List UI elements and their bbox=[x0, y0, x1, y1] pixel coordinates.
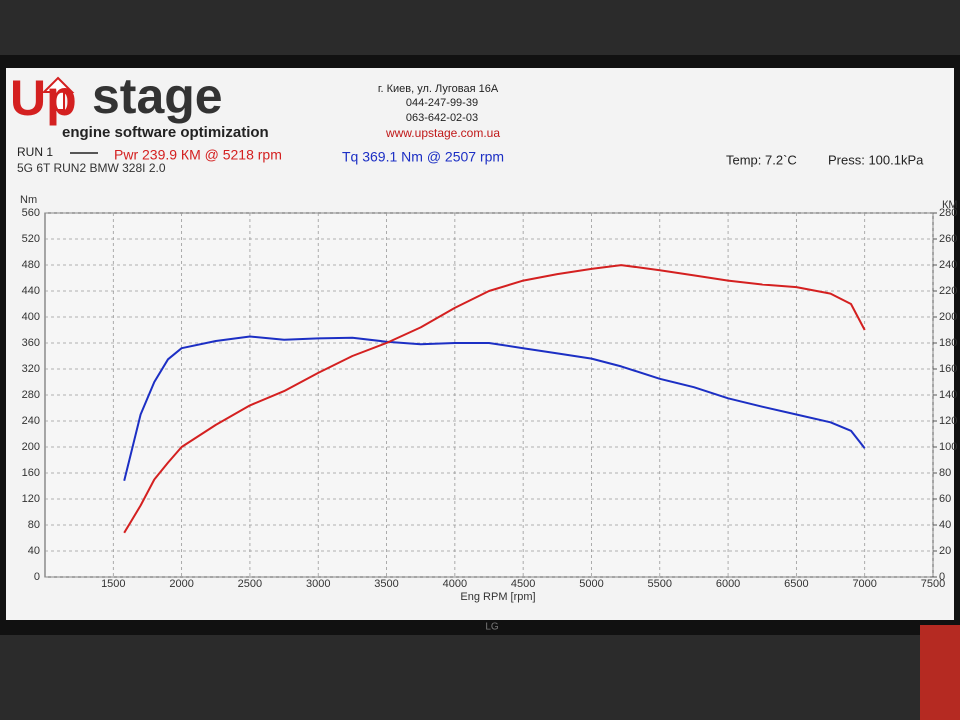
run-label: RUN 1 bbox=[17, 145, 53, 159]
logo-arrow bbox=[41, 76, 75, 111]
y2-tick-label: 160 bbox=[939, 363, 957, 375]
y-tick-label: 240 bbox=[22, 415, 40, 427]
vehicle: 5G 6T RUN2 BMW 328I 2.0 bbox=[17, 161, 166, 175]
x-tick-label: 4000 bbox=[443, 578, 467, 590]
y2-tick-label: 20 bbox=[939, 545, 951, 557]
y-tick-label: 440 bbox=[22, 285, 40, 297]
phone: 044-247-99-39 bbox=[406, 97, 478, 109]
series-line bbox=[123, 335, 866, 482]
y2-tick-label: 0 bbox=[939, 571, 945, 583]
y2-tick-label: 200 bbox=[939, 311, 957, 323]
y2-tick-label: 120 bbox=[939, 415, 957, 427]
logo-accent: Up bbox=[10, 70, 77, 126]
x-tick-label: 5500 bbox=[648, 578, 672, 590]
x-tick-label: 3000 bbox=[306, 578, 330, 590]
y2-tick-label: 40 bbox=[939, 519, 951, 531]
y2-axis-label: КМ bbox=[942, 199, 958, 211]
monitor-brand: LG bbox=[485, 622, 499, 633]
x-tick-label: 3500 bbox=[374, 578, 398, 590]
y2-tick-label: 60 bbox=[939, 493, 951, 505]
logo-main: stage bbox=[92, 68, 223, 124]
series-line bbox=[123, 264, 866, 534]
power-peak: Pwr 239.9 КМ @ 5218 rpm bbox=[114, 147, 282, 163]
y-tick-label: 120 bbox=[22, 493, 40, 505]
address: г. Киев, ул. Луговая 16А bbox=[378, 83, 499, 95]
y-tick-label: 480 bbox=[22, 259, 40, 271]
y-tick-label: 280 bbox=[22, 389, 40, 401]
y-tick-label: 80 bbox=[28, 519, 40, 531]
x-tick-label: 2000 bbox=[169, 578, 193, 590]
y-tick-label: 320 bbox=[22, 363, 40, 375]
y2-tick-label: 140 bbox=[939, 389, 957, 401]
y2-tick-label: 220 bbox=[939, 285, 957, 297]
x-tick-label: 5000 bbox=[579, 578, 603, 590]
website: www.upstage.com.ua bbox=[385, 126, 500, 140]
y-axis-label: Nm bbox=[20, 194, 37, 206]
x-axis-label: Eng RPM [rpm] bbox=[460, 591, 535, 603]
y-tick-label: 400 bbox=[22, 311, 40, 323]
x-tick-label: 6500 bbox=[784, 578, 808, 590]
logo-tagline: engine software optimization bbox=[62, 124, 269, 141]
y-tick-label: 0 bbox=[34, 571, 40, 583]
background-object bbox=[920, 625, 960, 720]
x-tick-label: 1500 bbox=[101, 578, 125, 590]
x-tick-label: 7000 bbox=[852, 578, 876, 590]
phone: 063-642-02-03 bbox=[406, 112, 478, 124]
pressure: Press: 100.1kPa bbox=[828, 152, 924, 167]
x-tick-label: 7500 bbox=[921, 578, 945, 590]
y-tick-label: 360 bbox=[22, 337, 40, 349]
x-tick-label: 2500 bbox=[238, 578, 262, 590]
y-tick-label: 40 bbox=[28, 545, 40, 557]
y2-tick-label: 240 bbox=[939, 259, 957, 271]
y2-tick-label: 280 bbox=[939, 207, 957, 219]
temperature: Temp: 7.2`C bbox=[726, 152, 797, 167]
y2-tick-label: 100 bbox=[939, 441, 957, 453]
y-tick-label: 200 bbox=[22, 441, 40, 453]
y-tick-label: 560 bbox=[22, 207, 40, 219]
y-tick-label: 160 bbox=[22, 467, 40, 479]
y2-tick-label: 180 bbox=[939, 337, 957, 349]
y2-tick-label: 80 bbox=[939, 467, 951, 479]
x-tick-label: 6000 bbox=[716, 578, 740, 590]
x-tick-label: 4500 bbox=[511, 578, 535, 590]
y2-tick-label: 260 bbox=[939, 233, 957, 245]
torque-peak: Tq 369.1 Nm @ 2507 rpm bbox=[342, 149, 504, 165]
y-tick-label: 520 bbox=[22, 233, 40, 245]
